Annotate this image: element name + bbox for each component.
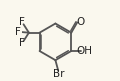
- Text: F: F: [15, 27, 21, 37]
- Text: F: F: [19, 17, 25, 27]
- Text: O: O: [77, 17, 85, 27]
- Text: F: F: [19, 38, 25, 48]
- Text: OH: OH: [77, 46, 93, 56]
- Text: Br: Br: [53, 69, 64, 79]
